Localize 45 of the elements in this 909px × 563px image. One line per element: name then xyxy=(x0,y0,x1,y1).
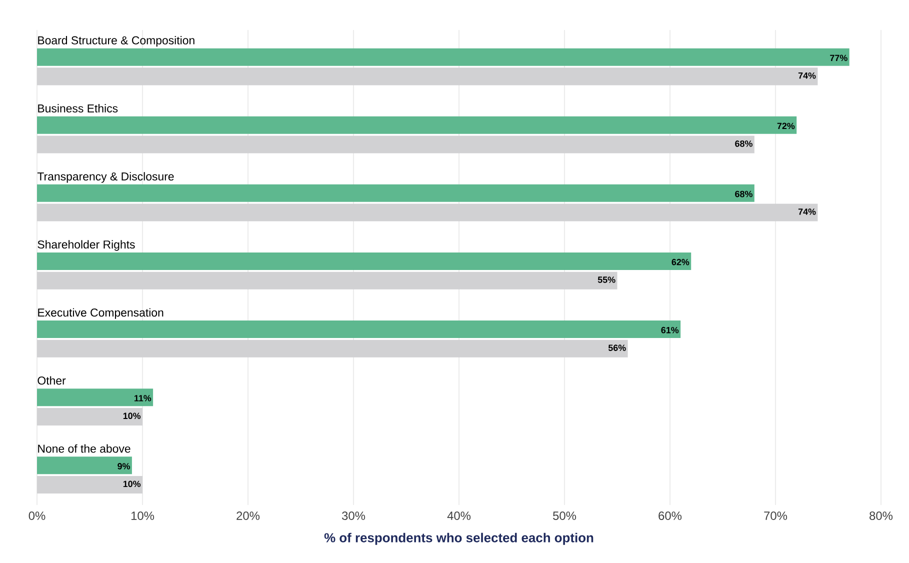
bar xyxy=(37,476,142,494)
bar xyxy=(37,48,850,66)
bar xyxy=(37,408,142,426)
data-label: 9% xyxy=(118,463,130,470)
data-label: 72% xyxy=(777,122,795,130)
x-tick-label: 50% xyxy=(553,512,576,520)
y-tick-label: Business Ethics xyxy=(38,104,118,112)
bar xyxy=(37,456,132,474)
x-tick-label: 60% xyxy=(658,512,682,520)
data-label: 56% xyxy=(608,344,626,351)
x-axis-title: % of respondents who selected each option xyxy=(324,532,594,545)
y-tick-label: Transparency & Disclosure xyxy=(37,172,174,183)
y-tick-label: Executive Compensation xyxy=(38,308,164,319)
bar xyxy=(37,204,818,222)
data-label: 68% xyxy=(735,190,752,198)
bar xyxy=(37,340,628,358)
bar xyxy=(37,388,154,406)
x-tick-label: 70% xyxy=(764,512,788,520)
data-label: 77% xyxy=(830,54,848,62)
data-label: 74% xyxy=(798,208,816,215)
data-label: 10% xyxy=(123,480,141,488)
bar xyxy=(37,320,681,338)
x-tick-label: 30% xyxy=(342,512,366,520)
x-tick-label: 40% xyxy=(447,512,471,520)
data-label: 61% xyxy=(661,326,679,334)
data-label: 74% xyxy=(798,72,816,79)
data-label: 11% xyxy=(134,395,152,402)
y-tick-label: None of the above xyxy=(38,444,130,453)
x-tick-label: 10% xyxy=(131,512,154,520)
x-tick-label: 0% xyxy=(28,512,46,520)
x-tick-label: 80% xyxy=(870,512,893,520)
bar xyxy=(37,116,797,134)
bar xyxy=(37,252,692,270)
data-label: 10% xyxy=(123,412,141,420)
data-label: 55% xyxy=(598,276,616,283)
x-tick-label: 20% xyxy=(236,512,260,520)
y-tick-label: Other xyxy=(38,376,66,385)
data-label: 68% xyxy=(735,140,752,147)
y-tick-label: Board Structure & Composition xyxy=(38,36,194,47)
bar xyxy=(37,68,818,86)
y-tick-label: Shareholder Rights xyxy=(38,240,135,251)
data-label: 62% xyxy=(672,258,690,266)
bar xyxy=(37,184,754,202)
bar xyxy=(37,272,618,290)
bar xyxy=(37,136,754,154)
